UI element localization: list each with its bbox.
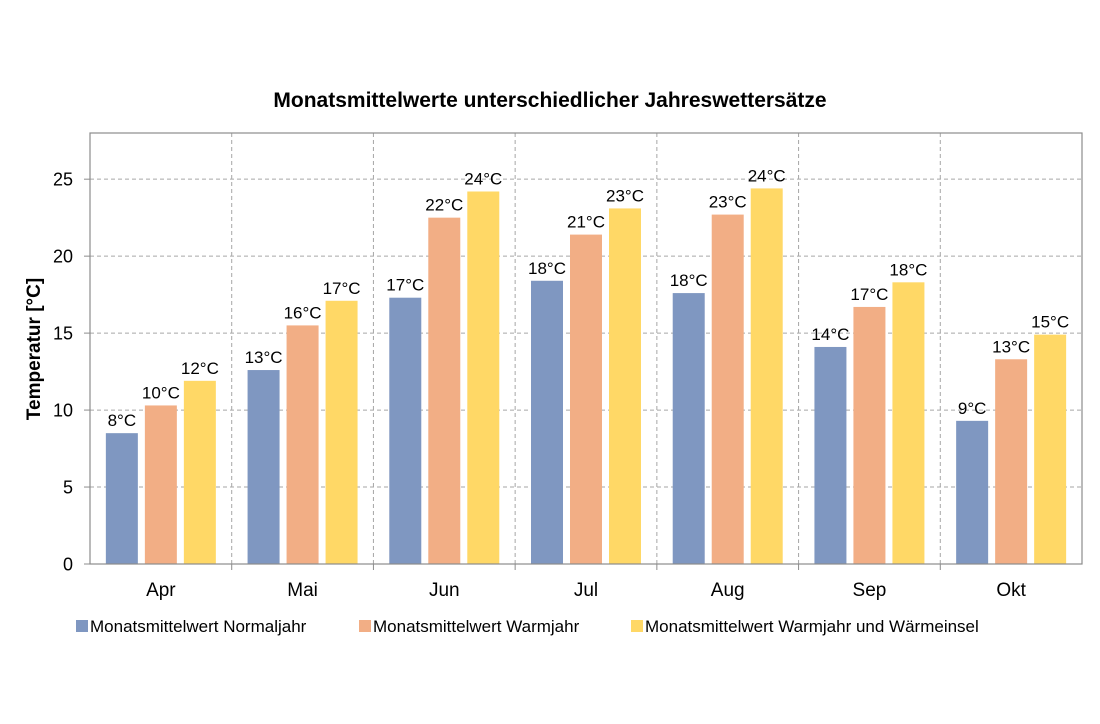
- y-tick-label: 25: [53, 170, 73, 190]
- plot-frame: [89, 132, 1083, 565]
- y-tick-label: 15: [53, 324, 73, 344]
- bar: [183, 380, 216, 564]
- bar-value-label: 16°C: [284, 303, 322, 322]
- bar-value-label: 9°C: [958, 399, 987, 418]
- x-tick-label: Sep: [853, 580, 887, 601]
- legend: Monatsmittelwert Normaljahr Monatsmittelw…: [76, 617, 979, 636]
- y-tick-label: 20: [53, 247, 73, 267]
- legend-label: Monatsmittelwert Warmjahr: [373, 617, 580, 636]
- legend-label: Monatsmittelwert Warmjahr und Wärmeinsel: [645, 617, 979, 636]
- legend-swatch: [359, 620, 371, 632]
- bar: [467, 191, 500, 564]
- bar-value-label: 17°C: [386, 276, 424, 295]
- data-labels: 8°C13°C17°C18°C18°C14°C9°C10°C16°C22°C21…: [108, 166, 1070, 430]
- bar: [144, 405, 177, 564]
- chart-title: Monatsmittelwerte unterschiedlicher Jahr…: [273, 89, 826, 112]
- bar: [531, 280, 563, 564]
- bar-value-label: 13°C: [992, 337, 1030, 356]
- bar-value-label: 24°C: [748, 166, 786, 185]
- bar-value-label: 21°C: [567, 213, 605, 232]
- bar: [814, 346, 847, 564]
- bar-value-label: 15°C: [1031, 313, 1069, 332]
- bar-value-label: 18°C: [670, 271, 708, 290]
- bar-value-label: 24°C: [464, 169, 502, 188]
- x-tick-label: Mai: [287, 580, 318, 601]
- bar-value-label: 22°C: [425, 196, 463, 215]
- bar-value-label: 23°C: [709, 193, 747, 212]
- bar-value-label: 18°C: [889, 260, 927, 279]
- bar-value-label: 13°C: [245, 348, 283, 367]
- axes: 0 5 10 15 20 25 Apr Mai Jun Jul Aug Sep Okt: [53, 170, 1027, 601]
- bar: [570, 234, 602, 565]
- bar-value-label: 10°C: [142, 383, 180, 402]
- y-tick-label: 5: [63, 478, 73, 498]
- bar: [609, 208, 641, 565]
- bar: [1034, 334, 1067, 564]
- bar-value-label: 12°C: [181, 359, 219, 378]
- bar-value-label: 23°C: [606, 186, 644, 205]
- y-tick-label: 10: [53, 401, 73, 421]
- x-tick-label: Jun: [429, 580, 460, 601]
- x-tick-label: Apr: [146, 580, 176, 601]
- bar: [247, 370, 280, 564]
- bar: [853, 306, 886, 564]
- bar: [711, 214, 744, 564]
- legend-swatch: [631, 620, 643, 632]
- x-tick-label: Okt: [996, 580, 1026, 601]
- bar-value-label: 17°C: [323, 279, 361, 298]
- x-tick-label: Aug: [711, 580, 745, 601]
- bar: [389, 297, 422, 564]
- bar: [325, 300, 358, 564]
- bar: [892, 282, 925, 564]
- bar: [286, 325, 319, 564]
- bar-value-label: 18°C: [528, 259, 566, 278]
- bar-value-label: 14°C: [811, 325, 849, 344]
- legend-swatch: [76, 620, 88, 632]
- bar-value-label: 17°C: [850, 285, 888, 304]
- x-tick-label: Jul: [574, 580, 598, 601]
- bar: [956, 420, 989, 564]
- y-axis-label: Temperatur [°C]: [24, 278, 45, 420]
- bar: [428, 217, 461, 565]
- bar-value-label: 8°C: [108, 411, 137, 430]
- bar: [995, 359, 1028, 564]
- y-tick-label: 0: [63, 555, 73, 575]
- bar: [750, 188, 783, 564]
- legend-label: Monatsmittelwert Normaljahr: [90, 617, 307, 636]
- bar: [672, 293, 705, 564]
- bars: [105, 188, 1067, 565]
- bar: [105, 433, 138, 564]
